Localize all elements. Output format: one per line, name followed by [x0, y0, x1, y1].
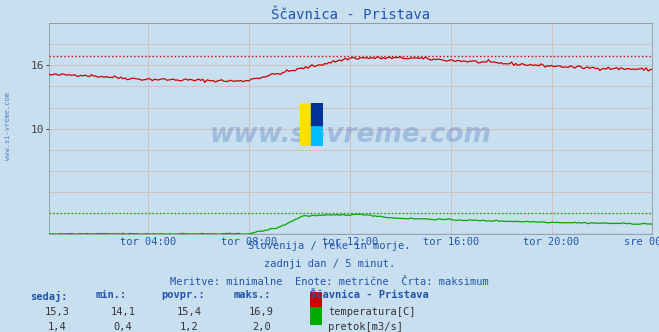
- Text: 16,9: 16,9: [249, 307, 274, 317]
- Bar: [312, 124, 323, 146]
- Text: maks.:: maks.:: [234, 290, 272, 300]
- Text: 14,1: 14,1: [111, 307, 136, 317]
- Bar: [300, 103, 312, 146]
- Text: povpr.:: povpr.:: [161, 290, 205, 300]
- Text: zadnji dan / 5 minut.: zadnji dan / 5 minut.: [264, 259, 395, 269]
- Text: Slovenija / reke in morje.: Slovenija / reke in morje.: [248, 241, 411, 251]
- Text: temperatura[C]: temperatura[C]: [328, 307, 416, 317]
- Text: 15,4: 15,4: [177, 307, 202, 317]
- Text: 2,0: 2,0: [252, 322, 271, 332]
- Bar: [312, 103, 323, 124]
- Text: min.:: min.:: [96, 290, 127, 300]
- Text: Meritve: minimalne  Enote: metrične  Črta: maksimum: Meritve: minimalne Enote: metrične Črta:…: [170, 277, 489, 287]
- Text: sedaj:: sedaj:: [30, 290, 67, 301]
- Text: 0,4: 0,4: [114, 322, 132, 332]
- Text: pretok[m3/s]: pretok[m3/s]: [328, 322, 403, 332]
- Text: Ščavnica - Pristava: Ščavnica - Pristava: [310, 290, 428, 300]
- Text: www.si-vreme.com: www.si-vreme.com: [210, 122, 492, 148]
- Text: 1,4: 1,4: [48, 322, 67, 332]
- Text: 15,3: 15,3: [45, 307, 70, 317]
- Text: 1,2: 1,2: [180, 322, 198, 332]
- Text: www.si-vreme.com: www.si-vreme.com: [5, 92, 11, 160]
- Title: Ščavnica - Pristava: Ščavnica - Pristava: [272, 8, 430, 22]
